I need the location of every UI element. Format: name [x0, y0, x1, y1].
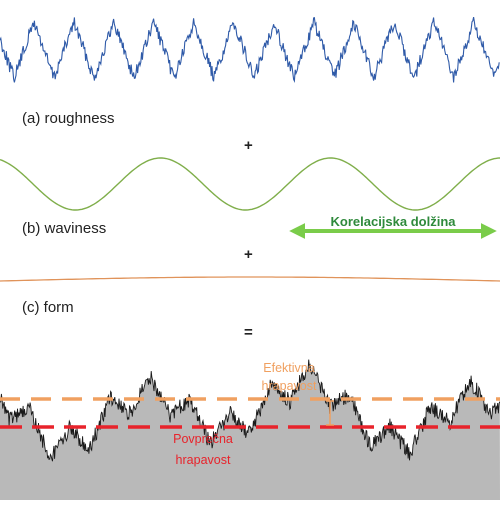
form-trace — [0, 276, 500, 282]
roughness-label: (a) roughness — [22, 110, 115, 127]
effective-roughness-label-1: Efektivna — [263, 361, 314, 375]
equals-operator: = — [244, 324, 253, 341]
average-roughness-label-2: hrapavost — [176, 453, 231, 467]
waviness-trace — [0, 157, 500, 211]
average-roughness-label-1: Povprečna — [173, 432, 233, 446]
waviness-label: (b) waviness — [22, 220, 106, 237]
effective-roughness-label-2: hrapavost — [262, 379, 317, 393]
combined-profile-fill — [0, 359, 500, 500]
roughness-trace — [0, 16, 500, 83]
plus-operator-2: + — [244, 246, 253, 263]
plus-operator-1: + — [244, 137, 253, 154]
combined-profile-trace — [0, 359, 500, 462]
form-label: (c) form — [22, 299, 74, 316]
correlation-length-label: Korelacijska dolžina — [331, 214, 457, 229]
